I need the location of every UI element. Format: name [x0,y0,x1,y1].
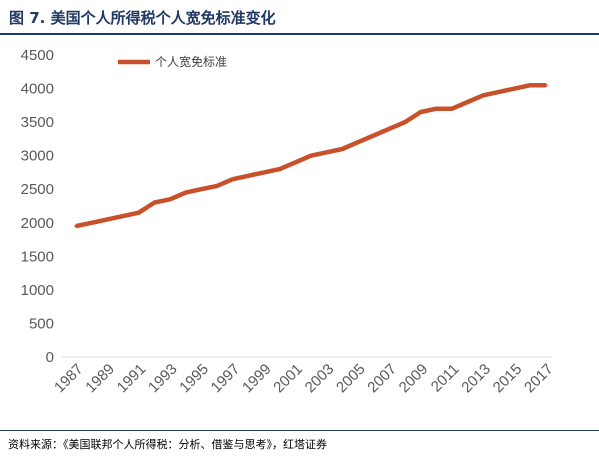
x-tick-label: 2003 [302,361,338,397]
data-point [387,127,391,131]
data-point [246,174,250,178]
data-point [152,201,156,205]
data-point [137,211,141,215]
header-rule [0,33,599,35]
data-point [90,221,94,225]
series-group [74,82,548,229]
x-tick-label: 1989 [82,361,118,397]
data-point [74,224,78,228]
data-point [481,93,485,97]
data-point [419,110,423,114]
data-point [168,197,172,201]
data-point [497,90,501,94]
x-tick-label: 1997 [208,361,244,397]
y-tick-label: 3000 [21,148,54,165]
x-tick-label: 2001 [270,361,306,397]
x-tick-label: 2015 [490,361,526,397]
data-point [278,167,282,171]
data-point [184,191,188,195]
legend-label: 个人宽免标准 [155,54,227,69]
data-point [105,217,109,221]
x-tick-label: 2007 [364,361,400,397]
y-tick-label: 2000 [21,215,54,232]
data-point [340,147,344,151]
line-chart: 0 500 1000 1500 2000 2500 3000 3500 4000 4500 198… [21,47,557,397]
x-tick-label: 2017 [521,361,557,397]
x-tick-label: 1993 [145,361,181,397]
x-tick-label: 2013 [458,361,494,397]
data-point [528,83,532,87]
data-point [231,177,235,181]
x-tick-label: 1987 [51,361,87,397]
data-point [450,107,454,111]
y-tick-label: 1000 [21,282,54,299]
figure-header: 图 7. 美国个人所得税个人宽免标准变化 [0,0,599,38]
x-tick-label: 1995 [176,361,212,397]
y-tick-label: 500 [29,315,54,332]
y-axis: 0 500 1000 1500 2000 2500 3000 3500 4000 4500 [21,47,54,366]
legend: 个人宽免标准 [118,54,227,69]
x-axis: 1987198919911993199519971999200120032005… [51,361,557,397]
figure-title: 图 7. 美国个人所得税个人宽免标准变化 [9,9,276,27]
data-point [262,170,266,174]
data-point [513,87,517,91]
source-note: 资料来源：《美国联邦个人所得税：分析、借鉴与思考》，红塔证券 [8,438,327,451]
data-point [121,214,125,218]
y-tick-label: 2500 [21,181,54,198]
footer-rule [0,430,599,431]
y-tick-label: 0 [46,349,54,366]
data-point [356,140,360,144]
y-tick-label: 1500 [21,248,54,265]
y-tick-label: 4500 [21,47,54,64]
x-tick-label: 2009 [396,361,432,397]
data-point [199,187,203,191]
data-point [372,134,376,138]
data-point [309,154,313,158]
x-tick-label: 1991 [114,361,150,397]
data-point [434,107,438,111]
data-point [466,100,470,104]
data-point [544,83,548,87]
x-tick-label: 2011 [428,361,463,396]
y-tick-label: 3500 [21,114,54,131]
y-tick-label: 4000 [21,81,54,98]
data-point [215,184,219,188]
data-point [293,160,297,164]
x-tick-label: 1999 [239,361,275,397]
x-tick-label: 2005 [333,361,369,397]
data-point [403,120,407,124]
data-point [325,150,329,154]
